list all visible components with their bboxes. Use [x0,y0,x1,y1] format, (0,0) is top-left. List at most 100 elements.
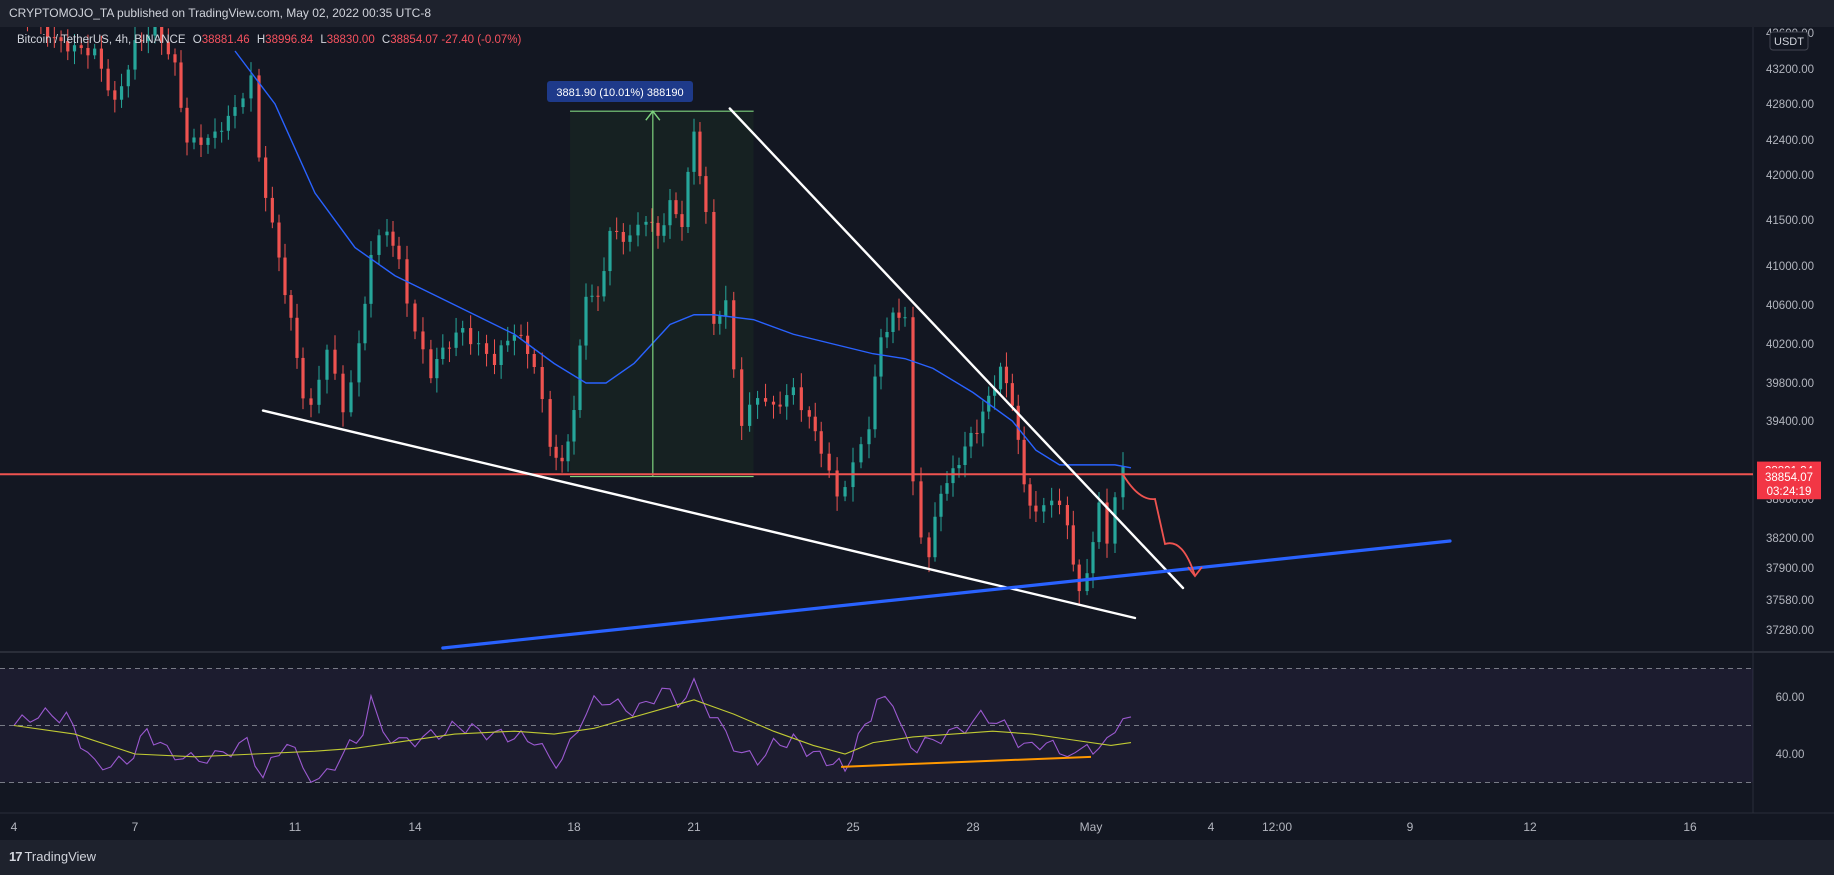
high-value: 38996.84 [265,34,314,46]
candle [357,330,361,397]
candle [572,395,576,455]
rsi-pane[interactable] [0,668,1753,783]
candle [264,146,268,212]
candle [270,186,274,229]
bar-countdown-label: 03:24:19 [1767,486,1812,498]
low-value: 38830.00 [326,34,375,46]
candle [52,27,56,48]
candles[interactable] [19,27,1125,606]
chart-canvas[interactable]: 3881.90 (10.01%) 388190 43200.00 42800.00 4… [0,27,1834,840]
candle [981,400,985,447]
candle [99,35,103,82]
candle [859,436,863,469]
candle [628,224,632,252]
candle [325,344,329,394]
time-tick-label: 18 [567,820,581,834]
candle [220,122,224,143]
time-tick-label: 28 [966,820,980,834]
measure-label[interactable]: 3881.90 (10.01%) 388190 [547,81,693,102]
open-label: O [192,34,202,46]
candle [277,214,281,272]
projection-arrow[interactable] [1122,474,1196,577]
last-price-label: 38854.07 [1765,472,1813,484]
candle [146,27,150,54]
candle [951,455,955,497]
rsi-tick-label: 60.00 [1776,692,1805,704]
candle [644,216,648,237]
candle [799,373,803,422]
candle [447,341,452,363]
candle [249,62,253,112]
rsi-tick-label: 40.00 [1776,749,1805,761]
price-tick-label: 39400.00 [1766,416,1814,428]
candle [185,97,189,156]
candle [692,118,696,185]
candle [413,299,417,340]
blue-support-trendline[interactable] [441,539,1452,650]
price-tick-label: 42000.00 [1766,170,1814,182]
moving-average-line[interactable] [234,50,1132,469]
candle [106,59,110,97]
tradingview-logo[interactable]: 17 TradingView [9,849,96,864]
price-tick-label: 40200.00 [1766,339,1814,351]
close-value: 38854.07 [390,34,439,46]
price-pane[interactable]: 3881.90 (10.01%) 388190 [0,27,1753,650]
symbol-name[interactable]: Bitcoin / TetherUS, 4h, BINANCE [17,34,186,46]
lower-wedge-trendline[interactable] [261,409,1137,620]
measure-arrow-head [645,110,661,121]
currency-badge[interactable]: USDT [1769,31,1809,51]
candle [363,296,367,351]
candle [1121,452,1125,510]
candle [791,377,795,405]
candle [369,241,373,318]
candle [484,334,489,367]
time-tick-label: 12 [1523,820,1537,834]
candle [461,320,465,346]
price-tick-label: 38200.00 [1766,533,1814,545]
candle [712,199,716,335]
candle [698,122,702,185]
measure-box[interactable] [570,111,754,477]
candle [499,340,503,379]
rsi-signal-line[interactable] [13,699,1132,758]
candle [548,390,552,457]
candle [656,216,660,249]
rsi-line[interactable] [13,677,1132,783]
candle [1057,488,1062,515]
candle [435,347,439,393]
candle [140,32,144,52]
price-tick-label: 42400.00 [1766,135,1814,147]
candle [166,28,170,60]
candle [867,416,871,459]
currency-badge-text: USDT [1774,36,1804,48]
price-tick-label: 41500.00 [1766,215,1814,227]
publish-bar: CRYPTOMOJO_TA published on TradingView.c… [0,0,1834,27]
candle [397,236,401,269]
candle [903,306,907,327]
candle [192,128,196,150]
candle [873,364,877,438]
candle [662,213,666,243]
low-label: L [320,34,327,46]
candle [469,315,473,355]
candle [879,328,883,390]
candle [66,29,70,61]
price-tick-label: 40600.00 [1766,300,1814,312]
candle [341,365,345,427]
price-axis[interactable] [1753,27,1834,840]
candle [317,365,321,414]
candle [301,347,305,410]
candle [1042,497,1046,523]
candle [668,189,672,239]
candle [454,317,458,357]
time-tick-label: 14 [408,820,422,834]
rsi-divergence-line[interactable] [841,755,1092,768]
resistance-trendline[interactable] [728,107,1185,590]
candle [993,375,997,410]
open-value: 38881.46 [201,34,250,46]
candle [391,221,395,257]
candle [1085,558,1089,596]
candle [512,324,516,356]
candle [891,307,895,344]
